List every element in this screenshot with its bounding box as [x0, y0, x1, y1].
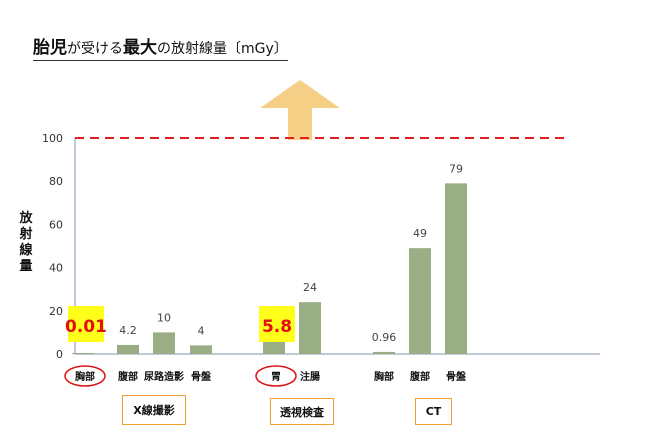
- bar-value-label: 4.2: [119, 324, 137, 337]
- bar-2-1: [409, 248, 431, 354]
- title-part-max: 最大: [123, 38, 157, 58]
- title-part-receive: が受ける: [67, 41, 123, 57]
- category-label: 胃: [271, 371, 281, 383]
- y-tick-label: 40: [49, 262, 63, 275]
- highlight-box-0: [68, 306, 104, 342]
- bar-1-1: [299, 302, 321, 354]
- y-tick-label: 20: [49, 305, 63, 318]
- bar-value-label: 24: [303, 281, 317, 294]
- bar-value-label: 4: [198, 324, 205, 337]
- y-axis-label-char: 量: [19, 259, 32, 274]
- category-label: 尿路造影: [144, 370, 184, 383]
- y-axis-label-char: 線: [19, 242, 33, 258]
- bar-value-label: 79: [449, 162, 463, 175]
- category-circle-0: [64, 365, 106, 387]
- bar-0-2: [153, 332, 175, 354]
- chart-title: 胎児が受ける最大の放射線量〔mGy〕: [33, 38, 288, 61]
- group-label-box: CT: [415, 398, 452, 425]
- category-label: 胸部: [374, 370, 394, 383]
- category-label: 骨盤: [446, 370, 467, 383]
- bar-value-label: 10: [157, 311, 171, 324]
- group-label-box: 透視検査: [270, 398, 334, 425]
- category-label: 骨盤: [191, 370, 212, 383]
- y-tick-label: 60: [49, 218, 63, 231]
- group-label-box: X線撮影: [122, 395, 186, 425]
- category-label: 腹部: [410, 370, 430, 383]
- bar-value-label: 0.96: [372, 331, 397, 344]
- y-axis-label-char: 射: [18, 226, 32, 242]
- highlight-box-1: [259, 306, 295, 342]
- bar-0-1: [117, 344, 139, 354]
- category-label: 注腸: [300, 370, 320, 383]
- y-tick-label: 100: [42, 132, 63, 145]
- bar-0-3: [190, 345, 212, 354]
- highlight-value-label-0: 0.01: [65, 317, 107, 337]
- y-tick-label: 80: [49, 175, 63, 188]
- bar-2-0: [373, 351, 395, 354]
- bar-value-label: 49: [413, 227, 427, 240]
- y-tick-label: 0: [56, 348, 63, 361]
- bar-1-0: [263, 341, 285, 354]
- title-part-fetus: 胎児: [33, 38, 67, 58]
- title-part-dose: の放射線量〔mGy〕: [157, 41, 288, 57]
- category-circle-1: [255, 365, 297, 387]
- up-arrow-icon: [260, 80, 340, 140]
- highlight-value-label-1: 5.8: [262, 317, 292, 337]
- bar-2-2: [445, 183, 467, 354]
- bar-0-0: [72, 353, 94, 354]
- y-axis-label-char: 放: [18, 210, 33, 226]
- category-label: 腹部: [118, 370, 138, 383]
- category-label: 胸部: [75, 370, 95, 383]
